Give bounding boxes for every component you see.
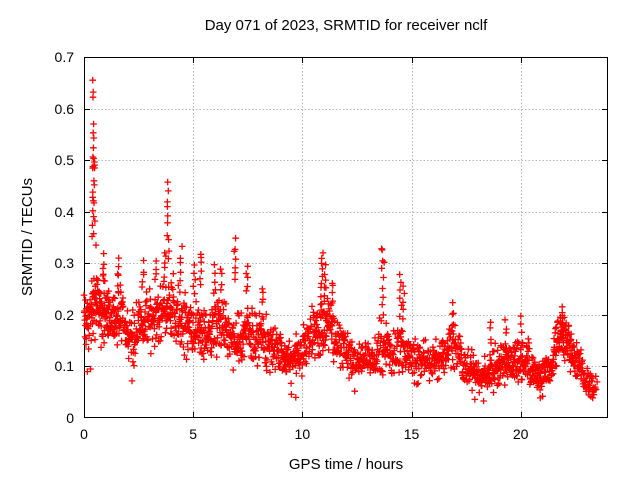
y-tick-label: 0.1 (54, 358, 74, 375)
y-axis-label: SRMTID / TECUs (19, 177, 36, 297)
x-tick-label: 10 (294, 426, 311, 442)
y-tick-label: 0.4 (54, 203, 74, 220)
axis-tick-marks (84, 57, 608, 418)
y-tick-label: 0 (66, 410, 74, 426)
y-tick-label: 0.3 (54, 255, 74, 272)
x-tick-label: 20 (512, 426, 529, 442)
x-tick-label: 15 (403, 426, 420, 442)
y-tick-label: 0.5 (54, 152, 74, 169)
scatter-points (80, 76, 601, 405)
chart-title: Day 071 of 2023, SRMTID for receiver ncl… (204, 17, 488, 34)
y-tick-label: 0.2 (54, 306, 74, 323)
x-tick-label: 5 (189, 426, 198, 442)
x-axis-label: GPS time / hours (288, 456, 404, 473)
y-tick-label: 0.6 (54, 100, 74, 117)
x-tick-label: 0 (80, 426, 88, 442)
plot-border (84, 57, 608, 418)
y-tick-label: 0.7 (54, 49, 74, 65)
